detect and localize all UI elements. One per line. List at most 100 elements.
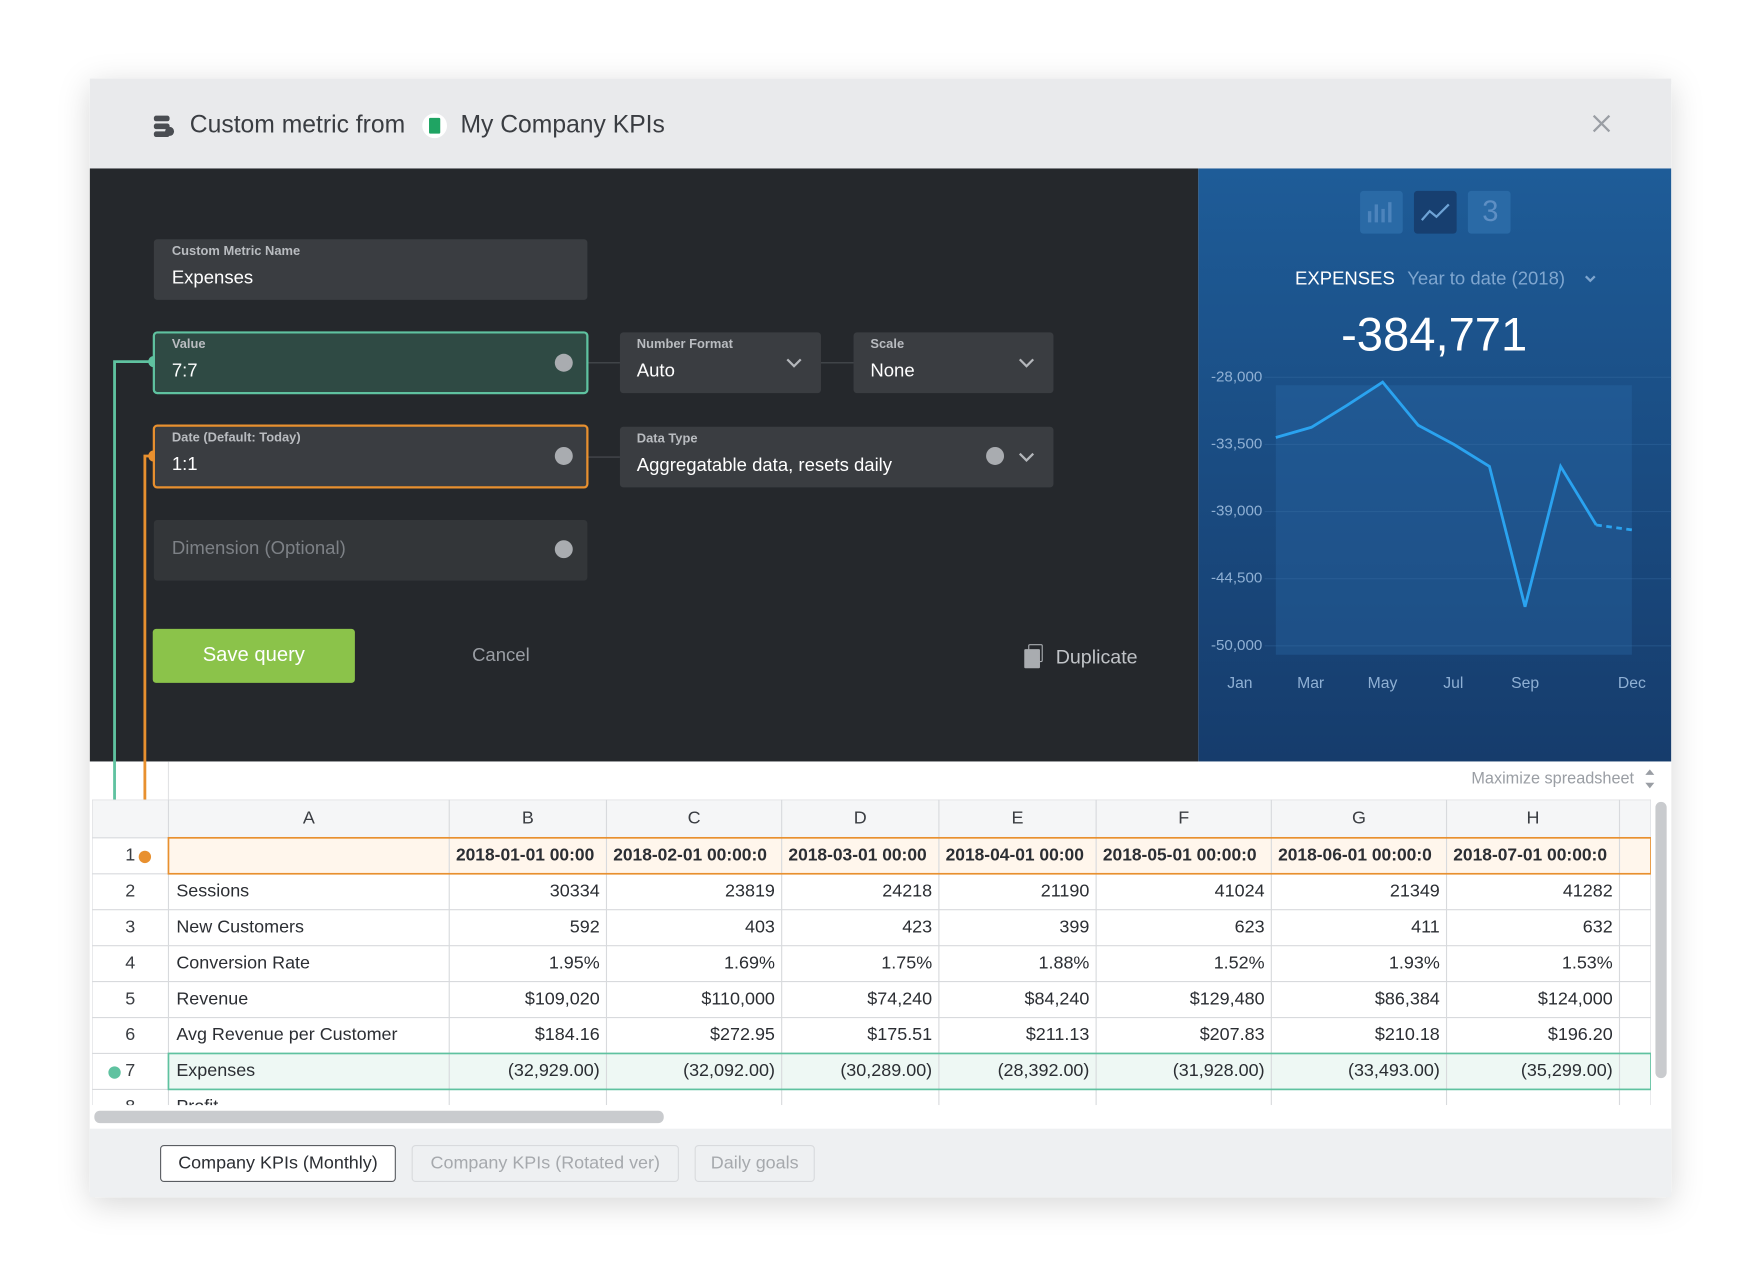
cell: $86,384: [1375, 988, 1440, 1008]
period-select[interactable]: Year to date (2018): [1407, 268, 1565, 289]
y-tick-label: -33,500: [1211, 435, 1262, 452]
header-row-bg: [92, 799, 1651, 838]
row-number: 7: [125, 1060, 135, 1080]
field-label: Data Type: [637, 431, 698, 446]
cell: $211.13: [1026, 1024, 1090, 1044]
cell: 2018-03-01 00:00: [788, 844, 926, 864]
cell: 632: [1583, 916, 1613, 936]
view-number: 3: [1482, 196, 1498, 228]
line-icon: [1420, 203, 1450, 221]
tab-label: Company KPIs (Monthly): [178, 1152, 378, 1172]
column-header: D: [854, 807, 867, 827]
cell: 41024: [1215, 880, 1265, 900]
cell: 1.95%: [549, 952, 600, 972]
dimension-field[interactable]: [153, 519, 588, 581]
cell: $207.83: [1200, 1024, 1265, 1044]
tab[interactable]: [411, 1144, 679, 1183]
sort-icon: [1645, 769, 1655, 789]
v-scrollbar[interactable]: [1655, 801, 1667, 1079]
series-line: [1275, 380, 1598, 608]
cell: 2018-05-01 00:00:0: [1103, 844, 1257, 864]
y-tick-label: -39,000: [1211, 503, 1262, 520]
cell: $109,020: [525, 988, 600, 1008]
date-field[interactable]: [152, 424, 589, 489]
row-number: 8: [125, 1096, 135, 1116]
date-row-outline: [167, 836, 1651, 875]
cell: $196.20: [1548, 1024, 1613, 1044]
field-value: None: [870, 360, 914, 381]
cell: $124,000: [1538, 988, 1613, 1008]
plot-band: [1275, 385, 1632, 655]
column-header: A: [303, 807, 315, 827]
cell: 623: [1235, 916, 1265, 936]
cell: 2018-04-01 00:00: [946, 844, 1084, 864]
x-tick-label: May: [1368, 675, 1398, 692]
connector-dot: [138, 850, 152, 864]
field-label: Scale: [870, 336, 904, 351]
tab[interactable]: [160, 1144, 396, 1183]
data-type-select[interactable]: [619, 426, 1054, 488]
cell: 403: [745, 916, 775, 936]
row-number: 3: [125, 916, 135, 936]
cell: 21349: [1390, 880, 1440, 900]
field-label: Date (Default: Today): [172, 429, 301, 444]
line-view-button[interactable]: [1413, 190, 1457, 234]
field-value: Expenses: [172, 266, 253, 287]
column-header: C: [688, 807, 701, 827]
save-button[interactable]: [152, 628, 355, 683]
tab[interactable]: [694, 1144, 815, 1183]
sheet-grid: A B C D E F G H 1 2 3 4 5 6 7 8 2018-01-01 00:00 2018-02-…: [92, 799, 1651, 1116]
row-number: 2: [125, 880, 135, 900]
cell: (28,392.00): [998, 1060, 1090, 1080]
connector-dot: [108, 1066, 121, 1079]
x-tick-label: Dec: [1618, 675, 1646, 692]
cell: Profit: [176, 1096, 218, 1116]
row-number: 1: [125, 845, 135, 865]
column-header: B: [522, 807, 534, 827]
number-view-button[interactable]: [1467, 190, 1511, 234]
cell: Revenue: [176, 988, 248, 1008]
field-placeholder: Dimension (Optional): [172, 537, 346, 558]
x-tick-label: Mar: [1297, 675, 1324, 692]
value-field[interactable]: [152, 331, 589, 395]
info-icons: [554, 353, 1005, 559]
cell: (31,928.00): [1173, 1060, 1265, 1080]
column-header: E: [1012, 807, 1024, 827]
cell: $184.16: [535, 1024, 600, 1044]
row-number: 5: [125, 988, 135, 1008]
tab-label: Daily goals: [711, 1152, 799, 1172]
field-value: Auto: [637, 360, 675, 381]
chevrons: [786, 358, 1035, 463]
expense-row-bg: [168, 1053, 1651, 1090]
cell: 2018-07-01 00:00:0: [1453, 844, 1607, 864]
number-format-select[interactable]: [619, 332, 821, 394]
duplicate-button[interactable]: Duplicate: [1056, 646, 1138, 668]
maximize-button[interactable]: Maximize spreadsheet: [1471, 770, 1634, 788]
close-icon[interactable]: [1592, 114, 1611, 133]
duplicate-icon: [1024, 644, 1043, 669]
cell: (35,299.00): [1521, 1060, 1613, 1080]
total-value: -384,771: [1341, 308, 1527, 361]
cell: Sessions: [176, 880, 249, 900]
cell: 21190: [1041, 880, 1090, 900]
cell: 423: [902, 916, 932, 936]
row-number: 6: [125, 1024, 135, 1044]
cell: 1.52%: [1214, 952, 1265, 972]
cell: 411: [1411, 916, 1440, 936]
bar-icon: [1367, 202, 1392, 223]
cell: (33,493.00): [1348, 1060, 1440, 1080]
save-label: Save query: [203, 644, 306, 666]
scale-select[interactable]: [853, 332, 1054, 394]
cell: (30,289.00): [840, 1060, 932, 1080]
h-scrollbar[interactable]: [94, 1110, 664, 1124]
cell: 1.69%: [724, 952, 775, 972]
cell: 2018-01-01 00:00: [456, 844, 594, 864]
cell: $272.95: [710, 1024, 775, 1044]
cell: $84,240: [1024, 988, 1089, 1008]
cell: Conversion Rate: [176, 952, 310, 972]
expense-row-outline: [167, 1052, 1651, 1091]
name-field[interactable]: [153, 239, 588, 300]
cancel-button[interactable]: Cancel: [472, 644, 530, 665]
cell: New Customers: [176, 916, 304, 936]
y-tick-label: -50,000: [1211, 637, 1262, 654]
